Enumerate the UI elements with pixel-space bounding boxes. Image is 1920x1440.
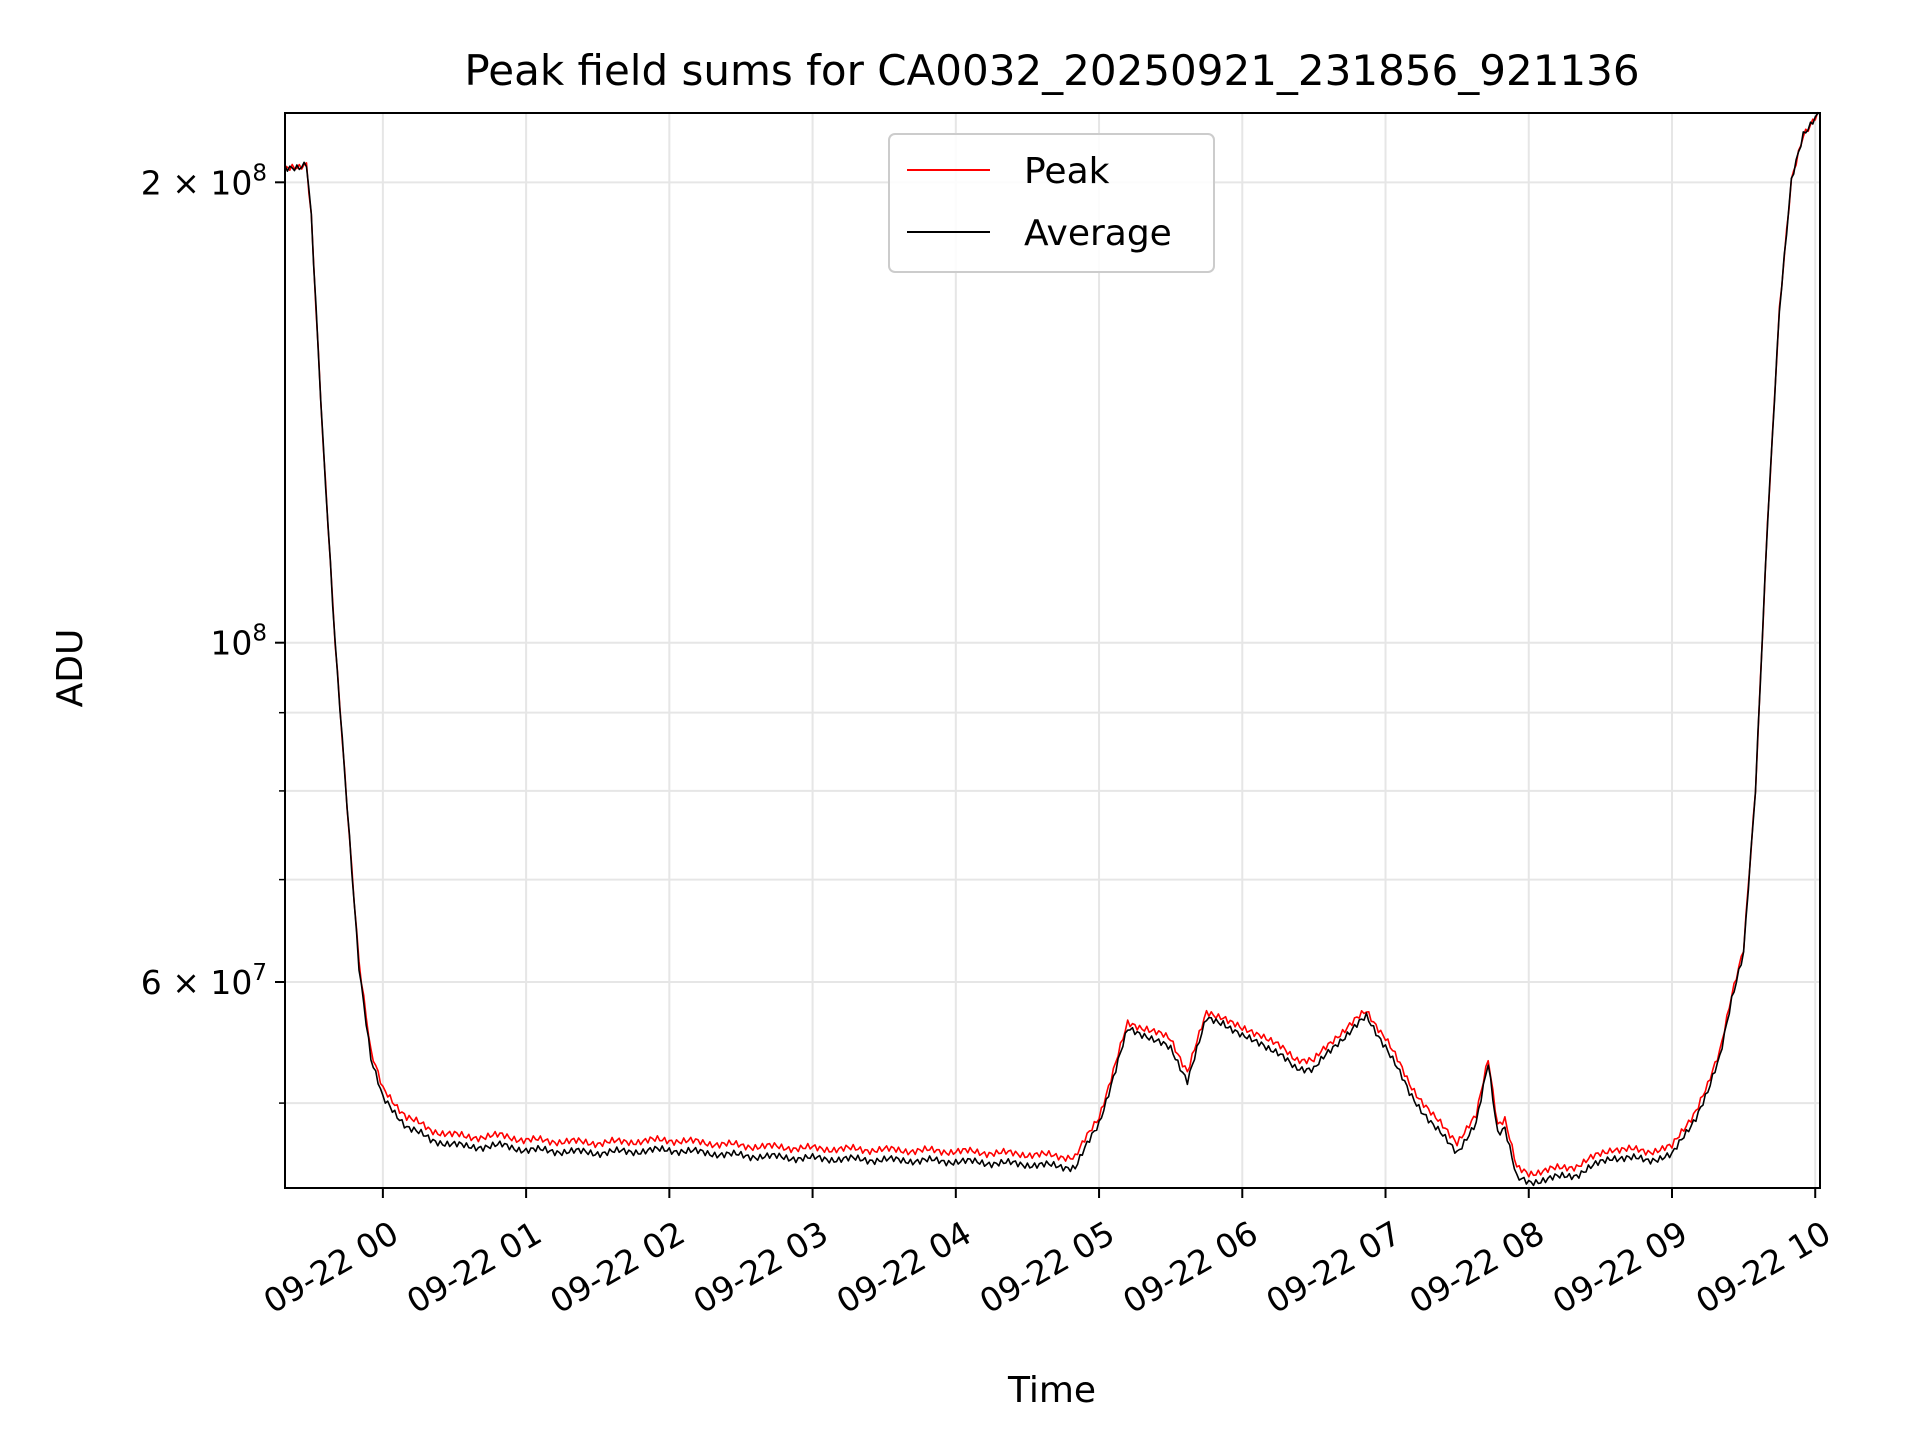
x-axis-label: Time bbox=[1007, 1370, 1096, 1411]
legend: Peak Average bbox=[888, 133, 1215, 273]
series-line-average bbox=[284, 112, 1821, 1187]
y-axis-label: ADU bbox=[50, 629, 91, 708]
series-line-peak bbox=[284, 111, 1821, 1178]
chart-title: Peak field sums for CA0032_20250921_2318… bbox=[464, 46, 1639, 95]
legend-label-peak: Peak bbox=[1024, 151, 1110, 192]
y-tick-label: 108 bbox=[210, 621, 267, 663]
legend-box bbox=[888, 133, 1215, 273]
plot-frame bbox=[284, 112, 1821, 1189]
y-tick-label: 6 × 107 bbox=[141, 960, 267, 1002]
y-tick-label: 2 × 108 bbox=[141, 160, 267, 202]
grid bbox=[285, 113, 1820, 1188]
series-layer bbox=[284, 111, 1821, 1187]
legend-label-average: Average bbox=[1024, 213, 1172, 254]
